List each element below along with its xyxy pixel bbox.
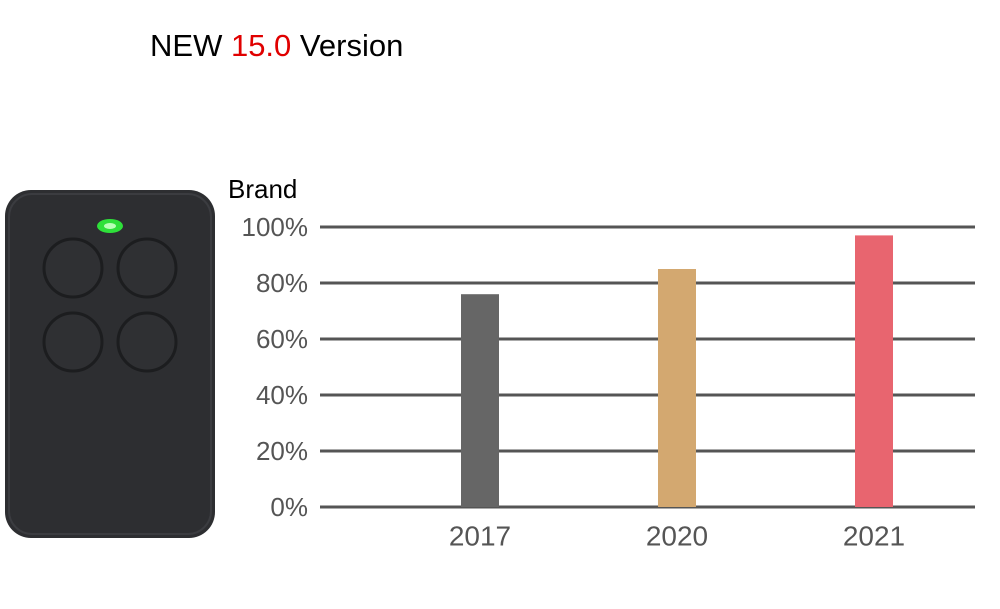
- x-tick-label: 2020: [646, 520, 708, 551]
- y-tick-label: 20%: [256, 436, 308, 466]
- y-tick-label: 100%: [242, 212, 309, 242]
- y-tick-label: 40%: [256, 380, 308, 410]
- title-prefix: NEW: [150, 28, 223, 63]
- led-glow: [104, 223, 116, 229]
- title-suffix: Version: [300, 28, 403, 63]
- bar: [855, 235, 893, 507]
- y-tick-label: 0%: [270, 492, 308, 522]
- remote-body: [5, 190, 215, 538]
- remote-edge: [8, 193, 212, 535]
- y-tick-label: 60%: [256, 324, 308, 354]
- button: [42, 311, 104, 373]
- chart-title: NEW 15.0 Version: [150, 28, 403, 63]
- button: [116, 237, 178, 299]
- x-tick-label: 2021: [843, 520, 905, 551]
- x-tick-label: 2017: [449, 520, 511, 551]
- bar: [461, 294, 499, 507]
- y-tick-label: 80%: [256, 268, 308, 298]
- y-axis-label: Brand: [228, 174, 297, 204]
- button: [42, 237, 104, 299]
- remote-control: [5, 190, 215, 538]
- title-highlight: 15.0: [231, 28, 291, 63]
- bar: [658, 269, 696, 507]
- button: [116, 311, 178, 373]
